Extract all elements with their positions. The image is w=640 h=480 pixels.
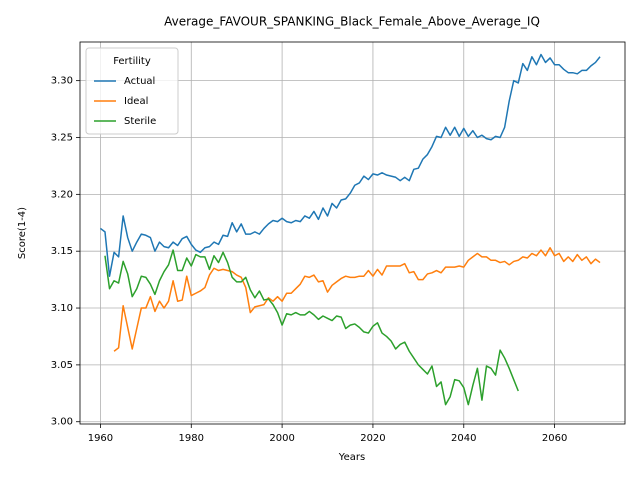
y-tick-label: 3.10 xyxy=(51,303,73,314)
y-axis-label: Score(1-4) xyxy=(17,207,28,259)
y-tick-label: 3.00 xyxy=(51,417,73,428)
x-tick-label: 1960 xyxy=(88,433,113,444)
x-tick-label: 2020 xyxy=(360,433,385,444)
y-tick-label: 3.20 xyxy=(51,189,73,200)
y-tick-label: 3.15 xyxy=(51,246,73,257)
line-series xyxy=(99,53,601,277)
x-tick-label: 2040 xyxy=(451,433,476,444)
x-tick-label: 2000 xyxy=(269,433,294,444)
chart-title: Average_FAVOUR_SPANKING_Black_Female_Abo… xyxy=(164,15,540,29)
y-tick-label: 3.05 xyxy=(51,360,73,371)
legend-label: Actual xyxy=(124,76,155,87)
x-tick-label: 2060 xyxy=(542,433,567,444)
legend: Fertility Actual Ideal Sterile xyxy=(85,47,179,135)
legend-label: Sterile xyxy=(124,116,156,127)
plot-frame xyxy=(79,41,626,425)
line-series xyxy=(104,249,519,406)
y-tick-label: 3.25 xyxy=(51,133,73,144)
x-axis-label: Years xyxy=(338,452,365,463)
x-tick-label: 1980 xyxy=(179,433,204,444)
line-series xyxy=(113,247,601,352)
y-tick-label: 3.30 xyxy=(51,76,73,87)
legend-box xyxy=(85,47,179,135)
legend-title: Fertility xyxy=(113,56,151,67)
legend-label: Ideal xyxy=(124,96,148,107)
